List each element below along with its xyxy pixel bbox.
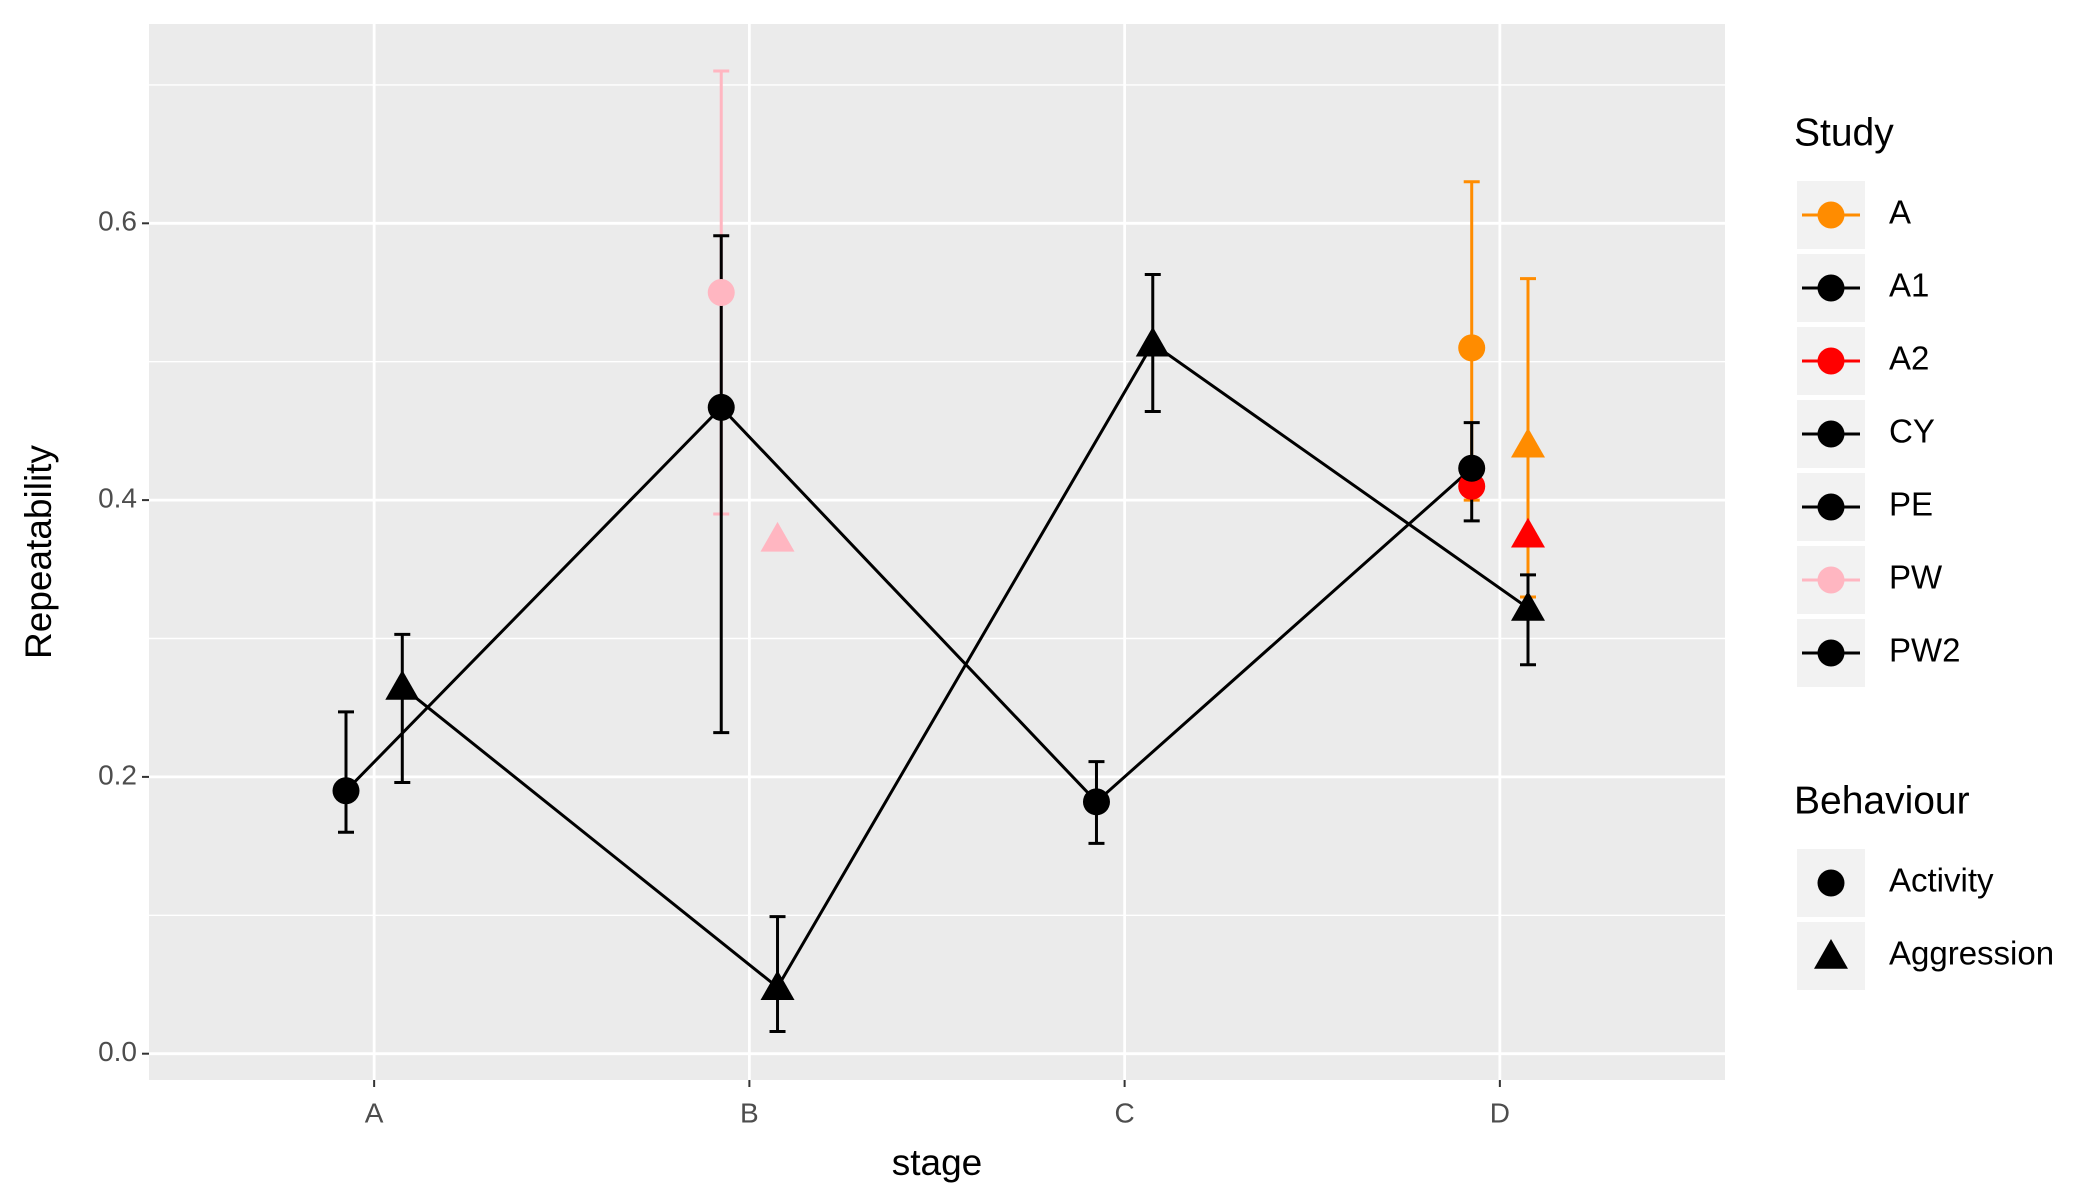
y-tick-label: 0.4 xyxy=(98,482,137,513)
x-tick-label: B xyxy=(740,1097,759,1128)
legend-label: PE xyxy=(1889,486,1933,523)
legend-symbol xyxy=(1817,566,1845,594)
legend-symbol xyxy=(1817,639,1845,667)
point xyxy=(332,777,360,805)
point xyxy=(707,278,735,306)
point xyxy=(1511,591,1545,621)
point xyxy=(760,521,795,552)
y-axis-title: Repeatability xyxy=(18,445,59,659)
point xyxy=(760,970,795,1001)
point xyxy=(385,669,420,700)
point xyxy=(1458,454,1486,482)
series-line xyxy=(401,341,1529,990)
legend-symbol xyxy=(1817,420,1845,448)
y-tick-label: 0.0 xyxy=(98,1036,137,1067)
point xyxy=(707,393,735,421)
legend-title: Behaviour xyxy=(1794,779,1970,822)
point xyxy=(1082,788,1110,816)
point xyxy=(1511,517,1545,548)
grid: 0.0 0.2 0.4 0.6 A B C D xyxy=(98,24,1725,1128)
legend-symbol xyxy=(1817,347,1845,375)
legend-symbol xyxy=(1817,201,1845,229)
legend-symbol xyxy=(1817,869,1845,897)
legend-label: PW xyxy=(1889,559,1943,596)
y-tick-label: 0.2 xyxy=(98,759,137,790)
legend: Study A A1 A2 CY PE PW PW2 Behaviour Activity Aggr… xyxy=(1794,111,2054,990)
point xyxy=(1511,427,1545,458)
x-tick-label: D xyxy=(1490,1097,1510,1128)
x-axis-title: stage xyxy=(892,1142,983,1183)
error-bar xyxy=(394,632,411,784)
y-tick-label: 0.6 xyxy=(98,206,137,237)
x-tick-label: A xyxy=(365,1097,384,1128)
x-tick-label: C xyxy=(1115,1097,1135,1128)
panel-background xyxy=(149,24,1725,1080)
point xyxy=(1135,326,1170,357)
legend-label: CY xyxy=(1889,413,1935,450)
legend-label: PW2 xyxy=(1889,632,1961,669)
marks xyxy=(332,69,1545,1034)
legend-label: A1 xyxy=(1889,267,1929,304)
error-bar xyxy=(713,234,730,735)
legend-symbol xyxy=(1817,274,1845,302)
legend-title: Study xyxy=(1794,111,1894,154)
legend-label: A xyxy=(1889,194,1911,231)
series-line xyxy=(344,405,1473,804)
error-bar xyxy=(338,710,354,834)
legend-symbol xyxy=(1817,493,1845,521)
legend-symbol xyxy=(1814,939,1848,969)
legend-label: Activity xyxy=(1889,862,1994,899)
legend-label: Aggression xyxy=(1889,935,2054,972)
point xyxy=(1458,334,1486,362)
legend-label: A2 xyxy=(1889,340,1929,377)
